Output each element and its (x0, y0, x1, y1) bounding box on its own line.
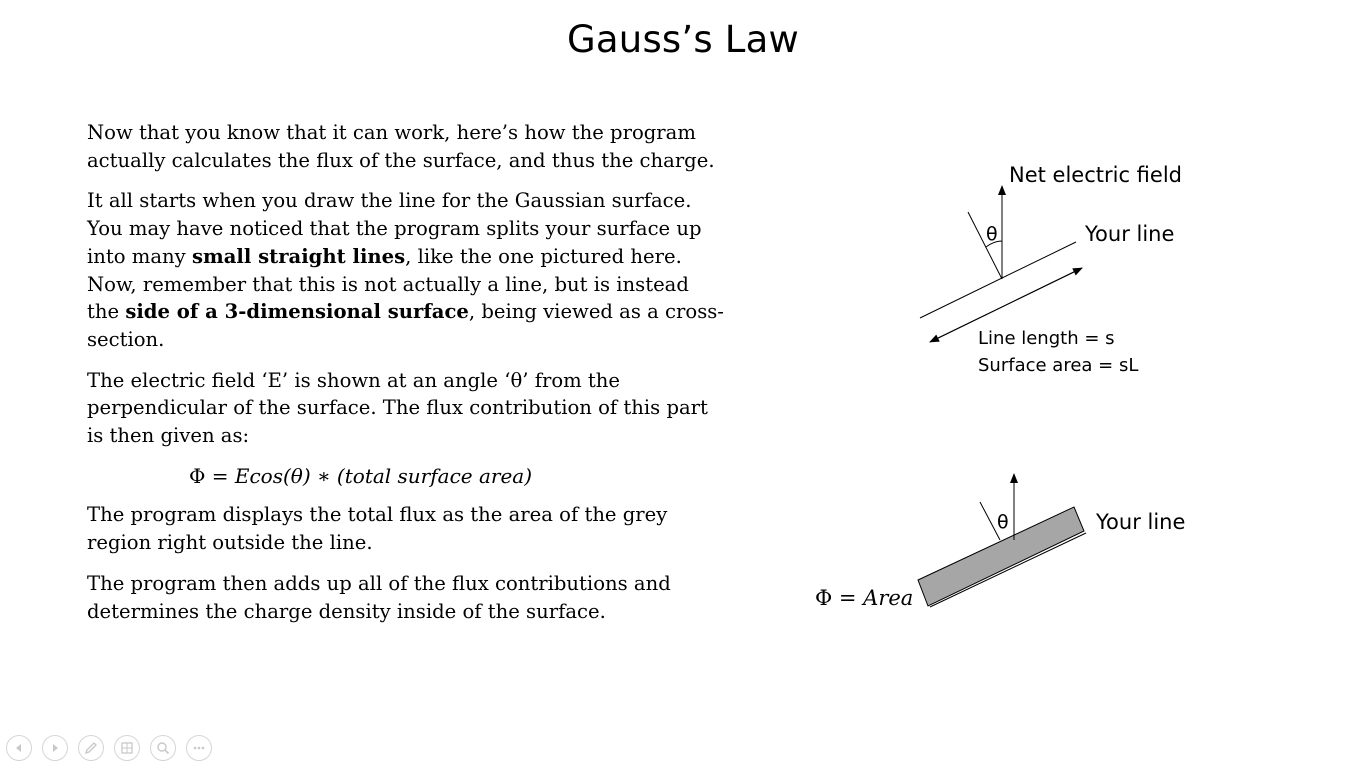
theta-label-top: θ (986, 223, 998, 245)
slide-title: Gauss’s Law (567, 18, 799, 61)
see-all-slides-button[interactable] (114, 735, 140, 761)
previous-icon (16, 744, 21, 752)
theta-label-bottom: θ (997, 511, 1009, 533)
normal-line (967, 211, 1003, 280)
formula-rhs: Ecos(θ) ∗ (total surface area) (234, 463, 533, 488)
text-segment: , like the one pictured here. Now, remem… (87, 244, 689, 324)
phi-symbol: Φ = (815, 586, 863, 610)
pen-tool-button[interactable] (78, 735, 104, 761)
surface-line (919, 241, 1077, 319)
next-icon (53, 744, 58, 752)
previous-slide-button[interactable] (6, 735, 32, 761)
zoom-button[interactable] (150, 735, 176, 761)
more-icon (193, 746, 205, 750)
slides-grid-icon (121, 742, 133, 754)
surface-line-bottom (929, 532, 1087, 608)
paragraph-intro: Now that you know that it can work, here… (87, 121, 715, 172)
length-arrow-back (929, 269, 1079, 343)
bold-small-straight-lines: small straight lines (191, 244, 406, 268)
net-field-label: Net electric field (1009, 163, 1182, 187)
line-length-label: Line length = s (978, 328, 1115, 349)
normal-line-bottom (979, 501, 1001, 541)
zoom-icon (157, 742, 170, 755)
your-line-label-top: Your line (1084, 222, 1174, 246)
angle-arc (985, 240, 1003, 248)
more-options-button[interactable] (186, 735, 212, 761)
bottom-diagram: θ Your line Φ = Area (815, 473, 1185, 610)
pen-icon (84, 742, 97, 755)
grey-flux-region (917, 506, 1085, 607)
flux-formula: Φ = Ecos(θ) ∗ (total surface area) (87, 463, 727, 491)
formula-lhs: Φ = (189, 463, 235, 488)
slide-body-text: Now that you know that it can work, here… (87, 119, 727, 638)
text-segment: , being viewed as a cross-section. (87, 300, 724, 351)
bold-3d-surface: side of a 3-dimensional surface (125, 300, 469, 324)
surface-area-label: Surface area = sL (978, 355, 1138, 376)
top-diagram: Net electric field Your line θ Line leng… (919, 163, 1182, 376)
paragraph-electric-field: The electric field ‘E’ is shown at an an… (87, 368, 708, 448)
paragraph-charge-density: The program then adds up all of the flux… (87, 571, 671, 623)
next-slide-button[interactable] (42, 735, 68, 761)
your-line-label-bottom: Your line (1095, 510, 1185, 534)
slideshow-toolbar (6, 735, 212, 763)
paragraph-gaussian-surface: It all starts when you draw the line for… (87, 187, 727, 353)
text-segment: It all starts when you draw the line for… (87, 189, 702, 268)
area-word: Area (861, 586, 913, 610)
paragraph-grey-region: The program displays the total flux as t… (87, 503, 668, 555)
phi-area-label: Φ = Area (815, 586, 913, 610)
